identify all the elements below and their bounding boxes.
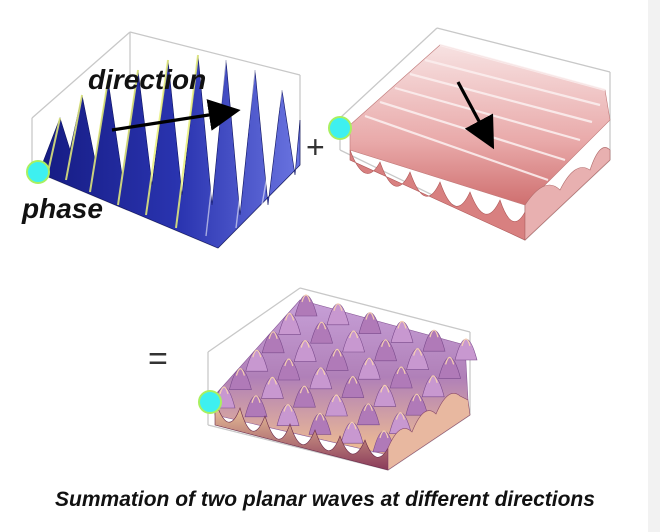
sum-wave-peak-highlight: [396, 366, 406, 375]
direction-label: direction: [88, 64, 206, 95]
sum-wave-peak: [390, 321, 414, 343]
sum-wave-peak-highlight: [285, 312, 295, 321]
sum-wave-peak-highlight: [252, 349, 262, 358]
wave-2-front-edge: [349, 149, 526, 241]
sum-wave-peak-highlight: [380, 384, 390, 393]
phase-marker-3-icon: [198, 390, 222, 414]
sum-wave-peak: [454, 338, 478, 361]
sum-wave-peak-highlight: [428, 375, 438, 383]
sum-wave-peak-highlight: [268, 331, 278, 339]
sum-wave-peak-highlight: [347, 421, 357, 430]
direction-arrow-icon: [111, 99, 241, 132]
sum-wave-peak-highlight: [317, 321, 327, 330]
sum-wave-peak-highlight: [348, 376, 358, 384]
direction-arrow-2-icon: [456, 81, 495, 150]
sum-wave-peak-highlight: [461, 338, 471, 347]
wave-1-surface: [31, 54, 301, 249]
right-edge-strip: [648, 0, 660, 532]
sum-wave-peak-highlight: [333, 303, 343, 311]
sum-wave-peak-highlight: [219, 386, 229, 395]
wave-1-box: [31, 31, 301, 249]
sum-wave-peak: [326, 303, 350, 326]
sum-wave-peak: [422, 330, 446, 352]
sum-wave-peak-highlight: [445, 356, 455, 365]
sum-wave-peak-highlight: [284, 358, 294, 367]
sum-wave-front-edge: [214, 399, 389, 471]
sum-wave-peak-highlight: [332, 348, 342, 357]
sum-wave-peak-highlight: [331, 394, 341, 403]
sum-wave-peak-highlight: [365, 312, 375, 320]
phase-marker-2-icon: [328, 116, 352, 140]
equals-operator: =: [148, 340, 168, 378]
sum-wave-peak-highlight: [235, 368, 245, 376]
sum-wave-peak-highlight: [299, 385, 309, 394]
sum-wave-peak-highlight: [397, 320, 407, 329]
sum-wave-peak-highlight: [413, 348, 423, 356]
sum-wave-peak-highlight: [267, 376, 277, 385]
sum-wave-peak-highlight: [429, 329, 439, 338]
sum-wave-peak: [294, 294, 318, 317]
wave-2-box: [339, 27, 611, 241]
sum-wave-peak-highlight: [251, 395, 261, 403]
plus-operator: +: [306, 129, 325, 165]
sum-wave-peak-highlight: [316, 367, 326, 375]
figure-caption: Summation of two planar waves at differe…: [55, 488, 595, 511]
sum-wave-peak-highlight: [283, 404, 293, 412]
sum-wave-peak: [358, 312, 382, 334]
sum-wave-peak-highlight: [364, 357, 374, 366]
sum-wave-peak-highlight: [381, 339, 391, 347]
sum-wave-peak-highlight: [412, 393, 422, 402]
sum-wave-peaks: [212, 294, 478, 453]
phase-label: phase: [21, 193, 103, 224]
sum-wave-peak-highlight: [301, 294, 311, 303]
sum-wave-peak-highlight: [315, 412, 325, 421]
sum-wave-peak-highlight: [363, 403, 373, 411]
sum-wave-peak-highlight: [300, 340, 310, 348]
sum-wave-peak-highlight: [349, 330, 359, 339]
sum-wave-box: [207, 287, 478, 471]
sum-wave-peak-highlight: [395, 412, 405, 420]
sum-wave-peak-highlight: [379, 430, 389, 439]
phase-marker-1-icon: [26, 160, 50, 184]
